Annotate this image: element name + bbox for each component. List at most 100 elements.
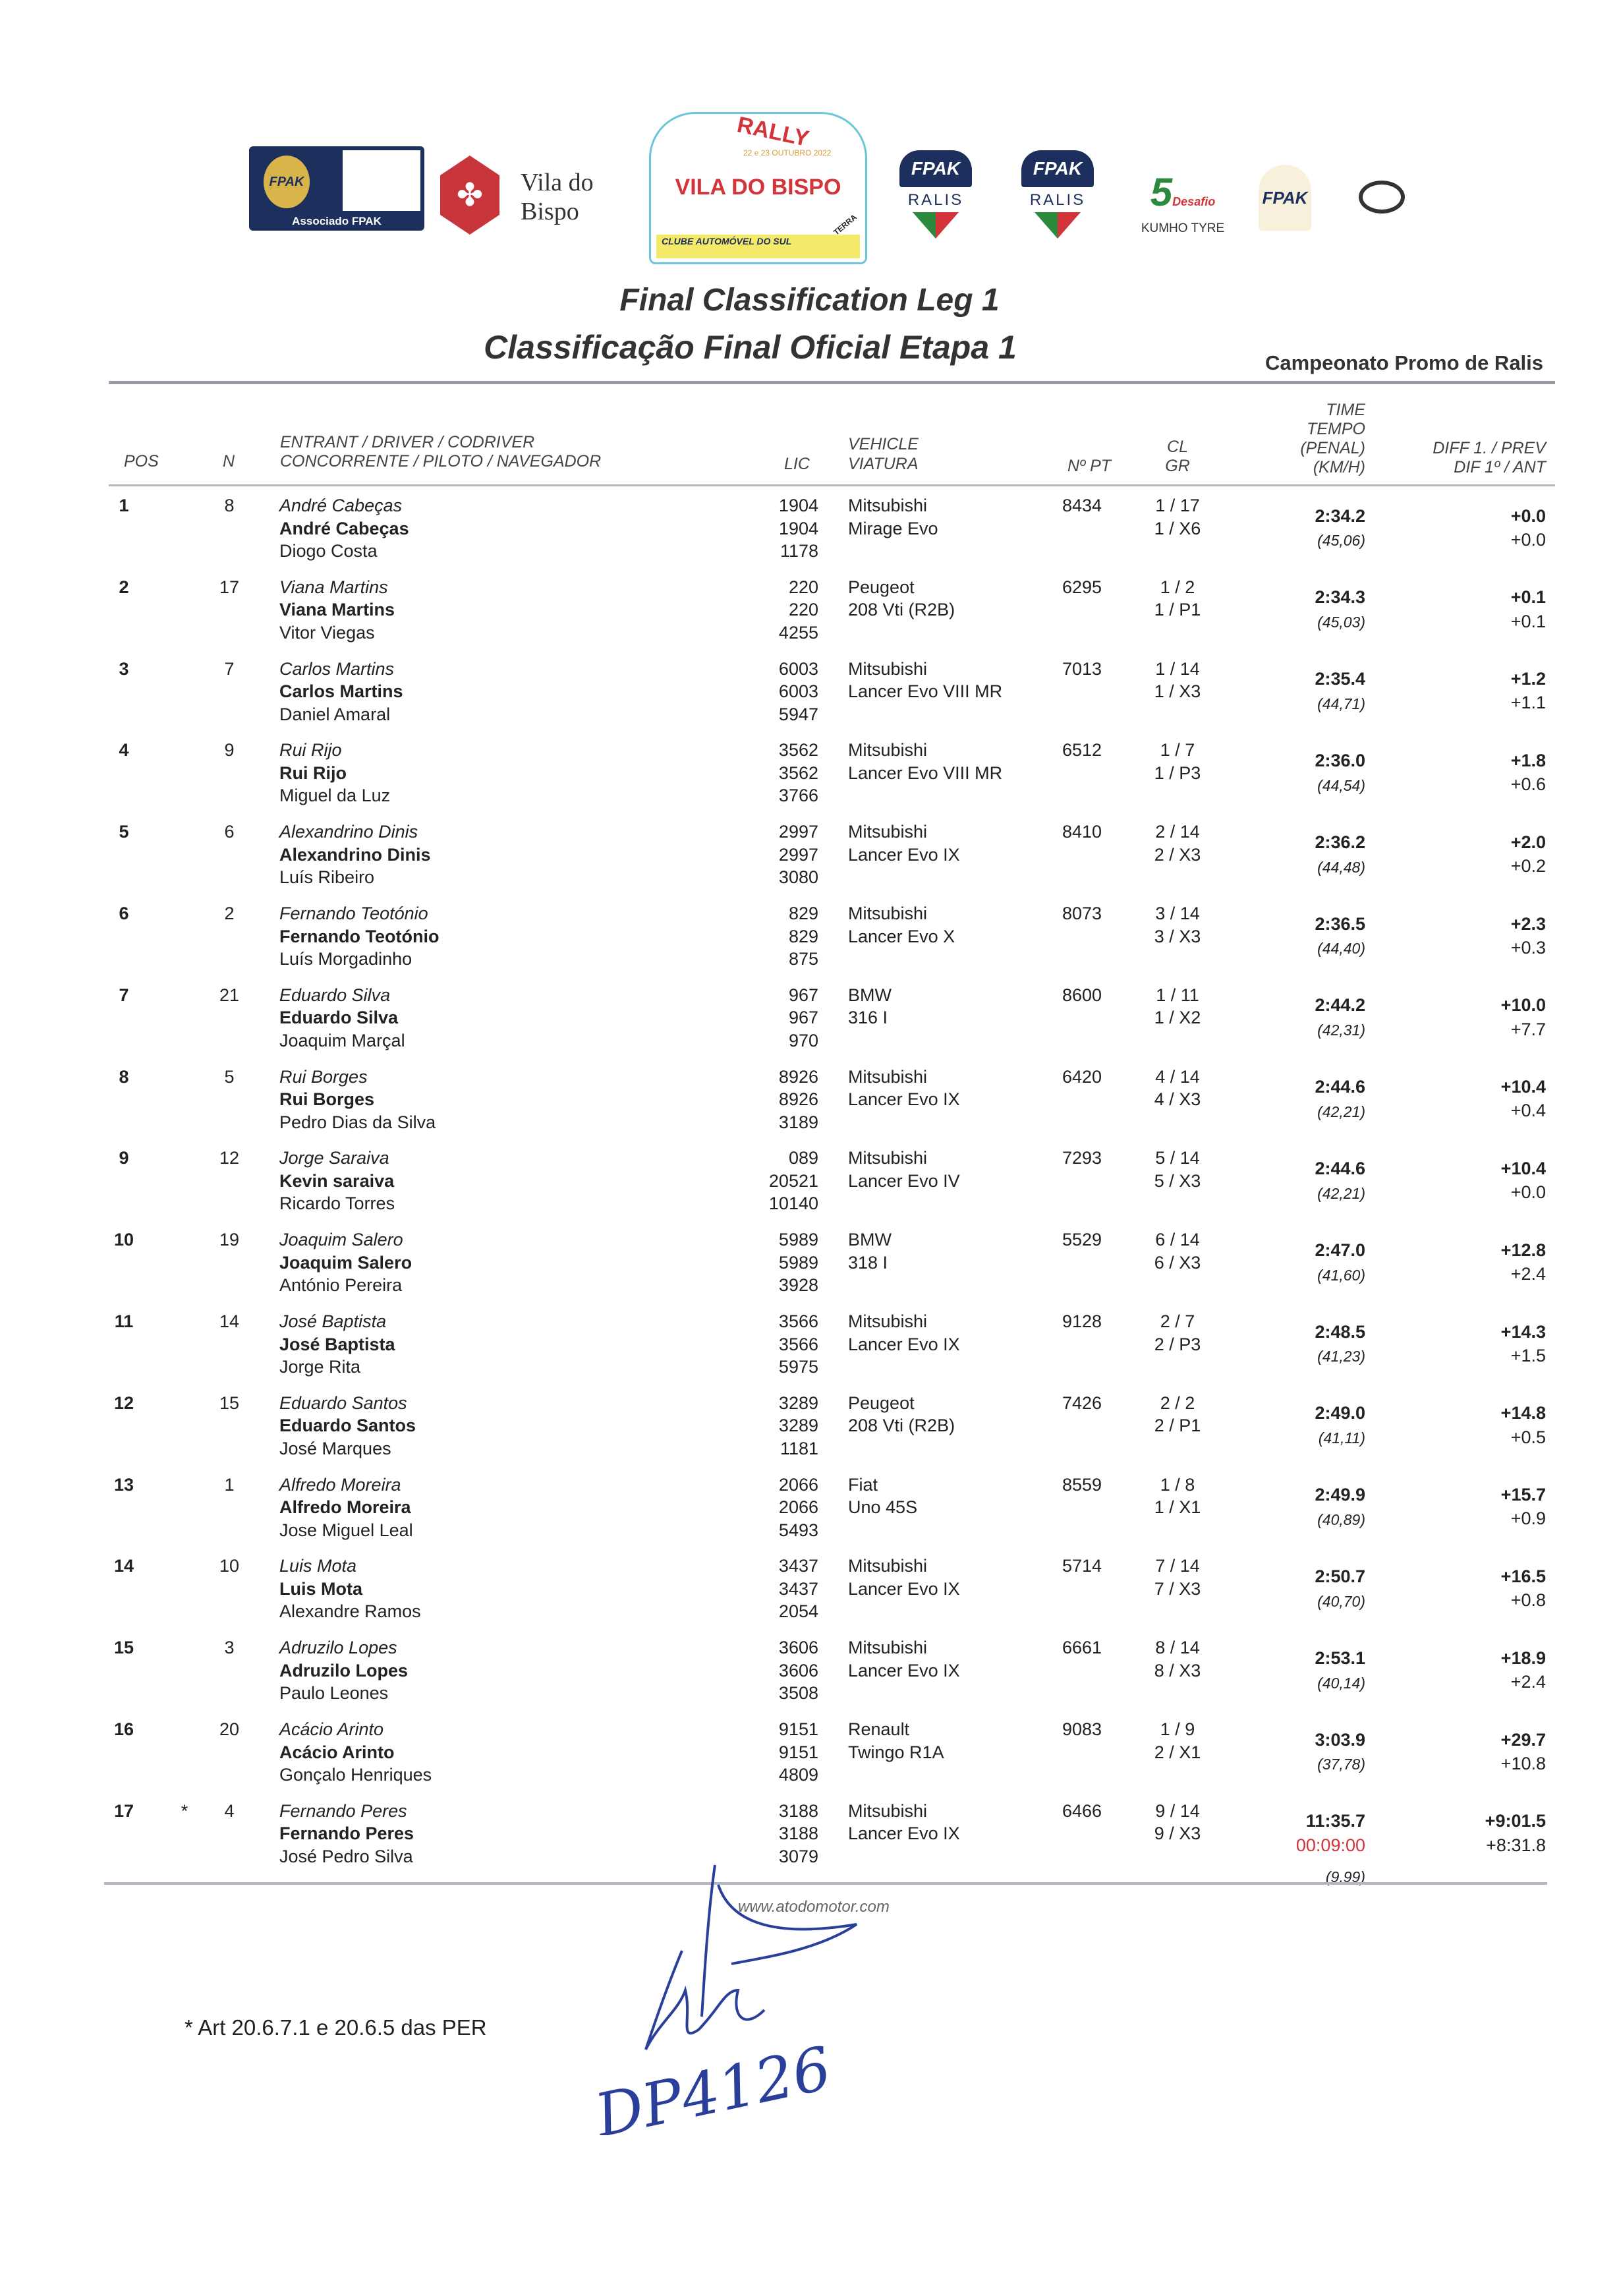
driver-name: José Baptista [279,1334,395,1354]
average-speed: (41,23) [1317,1348,1365,1365]
npt: 9128 [1062,1311,1102,1331]
class-position: 1 / 11 [1156,985,1199,1005]
n: 6 [224,822,235,842]
n: 1 [224,1474,235,1495]
entrant-name: Fernando Peres [279,1800,407,1821]
svg-text:DP4126: DP4126 [588,2034,838,2135]
time: 2:50.7 [1315,1566,1365,1586]
lic-entrant: 6003 [778,658,818,679]
lic-driver: 9151 [778,1742,818,1762]
diff-first: +1.8 [1510,750,1546,770]
penalty-time: 00:09:00 [1295,1835,1365,1855]
diff-previous: +0.1 [1510,611,1546,631]
col-npt: Nº PT [1067,457,1112,475]
diff-first: +14.3 [1500,1321,1546,1342]
driver-name: Acácio Arinto [279,1742,395,1762]
codriver-name: Gonçalo Henriques [279,1765,432,1785]
average-speed: (40,89) [1317,1511,1365,1529]
diff-previous: +0.9 [1510,1508,1546,1529]
n: 12 [219,1148,240,1168]
signature-image: DP4126 [588,1864,858,2135]
time: 2:49.9 [1315,1485,1365,1505]
vehicle-model: Lancer Evo VIII MR [848,762,1003,783]
pos: 11 [114,1311,134,1331]
group-position: 1 / X6 [1154,518,1201,538]
average-speed: (44,40) [1317,940,1365,958]
npt: 8559 [1062,1474,1102,1495]
lic-driver: 3289 [778,1416,818,1436]
pos: 2 [119,577,129,597]
pos: 10 [113,1230,134,1250]
diff-first: +14.8 [1500,1403,1546,1423]
class-position: 9 / 14 [1155,1800,1200,1821]
n: 21 [219,985,240,1005]
table-bottom-divider [104,1882,1547,1885]
group-position: 7 / X3 [1154,1578,1201,1599]
entrant-name: Jorge Saraiva [279,1148,389,1168]
npt: 7293 [1062,1148,1102,1168]
driver-name: Alexandrino Dinis [279,844,431,865]
time: 2:53.1 [1315,1648,1365,1668]
col-lic: LIC [784,455,810,473]
driver-name: Carlos Martins [279,681,403,702]
n: 9 [224,740,235,761]
class-position: 2 / 14 [1155,822,1200,842]
time: 2:34.2 [1315,505,1365,526]
lic-driver: 220 [788,600,818,620]
time: 2:36.0 [1315,750,1365,770]
class-position: 4 / 14 [1155,1066,1200,1087]
diff-previous: +0.6 [1510,774,1546,795]
diff-first: +29.7 [1500,1729,1546,1750]
lic-codriver: 10140 [768,1193,818,1214]
time: 2:36.5 [1315,913,1365,934]
npt: 8410 [1062,822,1102,842]
pos: 17 [113,1800,134,1821]
lic-driver: 3566 [778,1334,818,1354]
fpak-ralis-logo: FPAK RALIS [896,150,975,243]
lic-driver: 1904 [778,518,818,538]
average-speed: (44,71) [1317,695,1365,713]
codriver-name: Joaquim Marçal [279,1030,405,1050]
lic-entrant: 5989 [778,1230,818,1250]
diff-previous: +7.7 [1510,1019,1546,1039]
n: 5 [224,1066,235,1087]
group-position: 5 / X3 [1154,1170,1201,1191]
lic-codriver: 2054 [778,1601,818,1622]
fpak-logo: FPAK [1259,165,1311,231]
codriver-name: Diogo Costa [279,541,378,561]
driver-name: Adruzilo Lopes [279,1660,408,1680]
diff-first: +0.1 [1510,587,1546,608]
driver-name: Rui Borges [279,1089,375,1110]
codriver-name: José Marques [279,1438,391,1458]
average-speed: (45,06) [1317,532,1365,550]
diff-first: +18.9 [1500,1648,1546,1668]
vehicle-model: 318 I [848,1252,888,1273]
vehicle-make: Mitsubishi [848,740,928,761]
col-n: N [223,452,235,471]
vehicle-make: Mitsubishi [848,1556,928,1576]
group-position: 9 / X3 [1154,1823,1201,1844]
driver-name: Joaquim Salero [279,1252,412,1273]
lic-codriver: 3928 [778,1275,818,1296]
time: 2:48.5 [1315,1321,1365,1342]
average-speed: (45,03) [1317,614,1365,631]
group-position: 1 / P1 [1154,600,1201,620]
col-vehicle-pt: VIATURA [848,455,919,473]
diff-first: +16.5 [1500,1566,1546,1586]
vehicle-model: Twingo R1A [848,1742,944,1762]
website-link[interactable]: www.atodomotor.com [738,1898,890,1916]
driver-name: Viana Martins [279,600,395,620]
lic-driver: 3606 [778,1660,818,1680]
time: 11:35.7 [1305,1811,1365,1831]
group-position: 2 / P1 [1154,1416,1201,1436]
lic-codriver: 3079 [778,1846,818,1866]
average-speed: (40,70) [1317,1592,1365,1610]
entrant-name: Joaquim Salero [279,1230,403,1250]
vehicle-make: Renault [848,1719,910,1739]
lic-driver: 20521 [768,1170,818,1191]
vehicle-make: Peugeot [848,1392,915,1413]
entrant-name: Viana Martins [279,577,388,597]
col-vehicle-en: VEHICLE [848,435,919,453]
pos: 13 [113,1474,134,1495]
pos: 1 [119,496,129,515]
